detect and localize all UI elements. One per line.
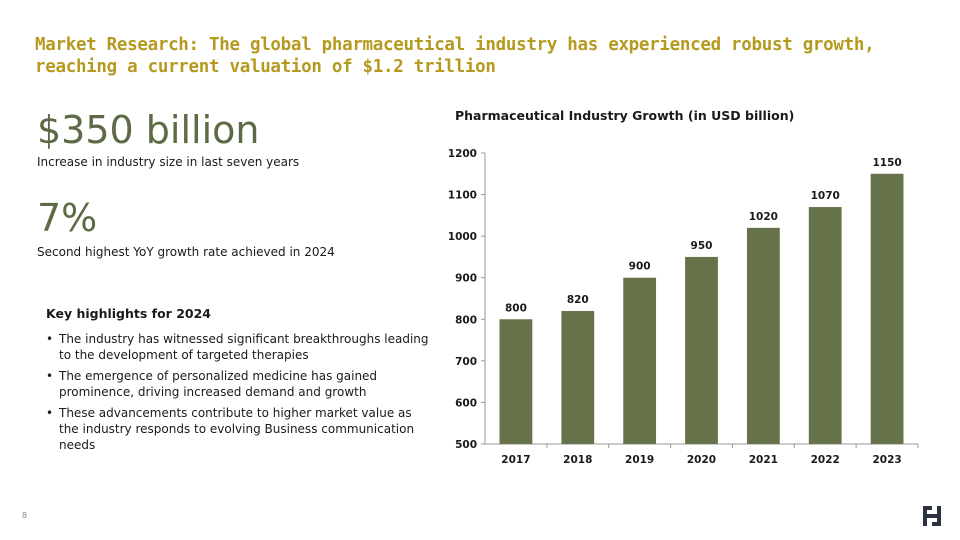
bullet-icon: • — [46, 406, 54, 420]
highlights-title: Key highlights for 2024 — [46, 306, 211, 321]
y-tick-label: 700 — [455, 356, 477, 368]
page-number: 8 — [22, 511, 28, 520]
bar-2018 — [561, 310, 595, 444]
y-tick-label: 1200 — [448, 148, 477, 160]
bullet-icon: • — [46, 369, 54, 383]
data-label-2023: 1150 — [872, 157, 901, 169]
y-tick-label: 1000 — [448, 231, 477, 243]
x-tick-label-2017: 2017 — [501, 454, 530, 466]
data-label-2021: 1020 — [749, 211, 778, 223]
data-label-2022: 1070 — [811, 190, 840, 202]
x-tick-label-2022: 2022 — [811, 454, 840, 466]
bar-2019 — [623, 277, 657, 444]
x-tick-label-2020: 2020 — [687, 454, 716, 466]
slide-title: Market Research: The global pharmaceutic… — [35, 35, 875, 77]
bar-2021 — [746, 227, 780, 444]
data-label-2018: 820 — [567, 294, 589, 306]
y-tick-label: 600 — [455, 397, 477, 409]
x-tick-label-2019: 2019 — [625, 454, 654, 466]
highlight-text: The industry has witnessed significant b… — [59, 332, 429, 362]
bar-2023 — [870, 173, 904, 444]
bar-chart: 500 600 700 800 900 1000 1100 1200 800 2017 820 201… — [448, 148, 919, 466]
y-tick-label: 800 — [455, 314, 477, 326]
bar-2022 — [808, 207, 842, 444]
stat-value-industry-increase: $350 billion — [37, 108, 260, 152]
x-tick-label-2021: 2021 — [749, 454, 778, 466]
data-label-2019: 900 — [629, 261, 651, 273]
highlight-item: • The industry has witnessed significant … — [46, 331, 431, 363]
stat-value-yoy-growth: 7% — [37, 196, 98, 240]
data-label-2020: 950 — [691, 240, 713, 252]
bar-2017 — [499, 319, 533, 444]
y-tick-label: 900 — [455, 273, 477, 285]
y-tick-label: 1100 — [448, 190, 477, 202]
data-label-2017: 800 — [505, 302, 527, 314]
highlight-item: • The emergence of personalized medicine … — [46, 368, 431, 400]
y-tick-label: 500 — [455, 439, 477, 451]
highlight-text: These advancements contribute to higher … — [59, 406, 415, 452]
highlight-item: • These advancements contribute to higher… — [46, 405, 431, 453]
x-tick-label-2023: 2023 — [872, 454, 901, 466]
bullet-icon: • — [46, 332, 54, 346]
chart-title: Pharmaceutical Industry Growth (in USD b… — [455, 108, 795, 123]
highlights-list: • The industry has witnessed significant … — [46, 331, 431, 458]
bar-2020 — [685, 256, 718, 444]
x-tick-label-2018: 2018 — [563, 454, 592, 466]
company-logo-icon — [923, 506, 941, 526]
stat-caption-yoy-growth: Second highest YoY growth rate achieved … — [37, 245, 335, 259]
stat-caption-industry-increase: Increase in industry size in last seven … — [37, 155, 300, 169]
highlight-text: The emergence of personalized medicine h… — [59, 369, 378, 399]
